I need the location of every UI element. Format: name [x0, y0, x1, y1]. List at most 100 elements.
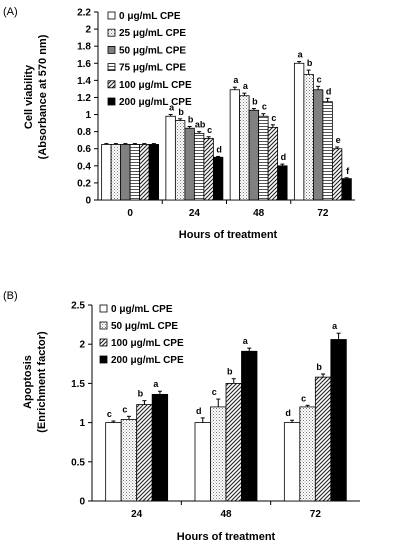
panel-a-bar	[110, 144, 122, 201]
panel-b-significance-label: d	[285, 408, 291, 418]
panel-a-significance-label: e	[336, 135, 341, 145]
panel-b-bar	[194, 422, 211, 502]
panel-b-significance-label: c	[212, 387, 217, 397]
panel-a-legend-swatch	[107, 11, 116, 20]
panel-b-significance-label: b	[316, 362, 322, 372]
panel-a-bar	[184, 127, 195, 201]
panel-b-significance-label: d	[196, 406, 202, 416]
panel-a-x-tick-label: 24	[189, 208, 201, 219]
panel-b-significance-label: b	[138, 389, 144, 399]
panel-b-bar	[314, 376, 332, 502]
panel-a-bar	[148, 144, 160, 201]
panel-a-y-tick-label: 0.8	[77, 127, 91, 138]
panel-a-bar	[139, 144, 150, 201]
panel-a-significance-label: a	[169, 103, 175, 113]
panel-b-y-tick-label: 0	[79, 497, 85, 508]
panel-a-y-tick-label: 1.2	[77, 93, 91, 104]
panel-a-bar	[165, 115, 176, 201]
panel-a-x-tick-label: 72	[317, 208, 329, 219]
panel-a-label: (A)	[3, 6, 18, 18]
panel-a-significance-label: c	[317, 74, 322, 84]
panel-b-legend-entry: 50 μg/mL CPE	[111, 321, 178, 332]
panel-a-bar	[277, 165, 288, 201]
panel-b-legend-swatch	[99, 355, 108, 364]
panel-b-bar	[299, 406, 316, 502]
panel-a-x-tick-label: 0	[127, 208, 133, 219]
panel-a-x-title: Hours of treatment	[179, 229, 278, 241]
panel-a-legend-entry: 0 μg/mL CPE	[119, 11, 181, 22]
panel-b-legend-entry: 200 μg/mL CPE	[111, 355, 184, 366]
panel-b-x-title: Hours of treatment	[177, 531, 276, 543]
panel-a-significance-label: c	[207, 125, 212, 135]
panel-b-label: (B)	[3, 290, 18, 302]
panel-b-legend-swatch	[99, 321, 108, 330]
panel-a-y-tick-label: 1.6	[77, 59, 91, 70]
panel-a-y-tick-label: 0.6	[77, 144, 91, 155]
panel-a-bar	[293, 62, 305, 201]
panel-a-bar	[312, 89, 324, 201]
panel-b-y-title-line1: Apoptosis	[22, 355, 34, 409]
panel-b-y-tick-label: 0.5	[71, 457, 85, 468]
panel-a-legend-entry: 75 μg/mL CPE	[119, 63, 186, 74]
panel-b-x-tick-label: 48	[220, 509, 232, 520]
panel-b-y-tick-label: 1	[79, 418, 85, 429]
panel-b-bar	[151, 393, 169, 502]
panel-a-significance-label: c	[262, 102, 267, 112]
panel-b-y-tick-label: 2	[79, 340, 85, 351]
panel-a-legend-entry: 25 μg/mL CPE	[119, 28, 186, 39]
panel-b-significance-label: c	[301, 393, 306, 403]
panel-a-significance-label: d	[216, 144, 222, 154]
panel-a-x-tick-label: 48	[253, 208, 265, 219]
panel-b-legend-swatch	[99, 304, 108, 313]
panel-b-x-tick-label: 24	[131, 509, 143, 520]
panel-b-legend-entry: 0 μg/mL CPE	[111, 304, 173, 315]
panel-b-bar	[283, 422, 301, 502]
panel-a-significance-label: a	[243, 81, 249, 91]
panel-a-y-title: Cell viability (Absorbance at 570 nm)	[23, 34, 49, 159]
panel-b-significance-label: c	[122, 404, 127, 414]
panel-a-y-tick-label: 0	[85, 196, 91, 207]
panel-b: (B) Apoptosis (Enrichment factor) Hours …	[3, 290, 360, 543]
panel-a-bar	[193, 132, 205, 201]
panel-a-significance-label: b	[252, 97, 258, 107]
panel-b-significance-label: a	[332, 321, 338, 331]
panel-a-bar	[341, 178, 352, 201]
panel-a-legend-swatch	[107, 80, 116, 89]
panel-a-bar	[331, 148, 343, 201]
panel-b-bar	[225, 382, 242, 502]
panel-a-y-tick-label: 1.4	[77, 76, 91, 87]
panel-a-y-title-line1: Cell viability	[23, 64, 35, 129]
panel-b-significance-label: a	[243, 336, 249, 346]
panel-a-bar	[101, 144, 112, 201]
panel-a-legend-entry: 50 μg/mL CPE	[119, 45, 186, 56]
panel-a-y-tick-label: 2.2	[77, 8, 91, 19]
panel-a-significance-label: d	[326, 86, 332, 96]
panel-a-bar	[267, 126, 279, 201]
panel-a-plot: 00.20.40.60.811.21.41.61.822.20 24a bbabcd…	[77, 8, 355, 219]
panel-b-bar	[105, 422, 122, 502]
panel-a-bar	[248, 109, 260, 201]
panel-a-significance-label: d	[281, 152, 287, 162]
panel-b-bar	[330, 339, 347, 502]
panel-a-y-tick-label: 0.4	[77, 161, 91, 172]
panel-b-y-title: Apoptosis (Enrichment factor)	[22, 331, 48, 433]
panel-a-significance-label: b	[178, 107, 184, 117]
panel-a-y-tick-label: 2	[85, 25, 91, 36]
panel-a-significance-label: c	[271, 113, 276, 123]
panel-a-legend-entry: 100 μg/mL CPE	[119, 80, 192, 91]
panel-a-legend-swatch	[107, 63, 116, 71]
panel-a-bar	[120, 144, 131, 201]
panel-b-bar	[241, 350, 258, 502]
panel-a: (A) Cell viability (Absorbance at 570 nm…	[3, 6, 355, 241]
panel-b-legend-entry: 100 μg/mL CPE	[111, 338, 184, 349]
panel-b-x-tick-label: 72	[310, 509, 322, 520]
panel-a-legend-swatch	[107, 28, 116, 37]
panel-a-bar	[303, 73, 314, 201]
panel-a-y-tick-label: 1	[85, 110, 91, 121]
panel-a-bar	[239, 95, 250, 201]
panel-b-bar	[136, 404, 153, 502]
panel-b-y-tick-label: 1.5	[71, 379, 85, 390]
panel-b-bar	[210, 406, 227, 502]
panel-a-significance-label: ab	[195, 120, 206, 130]
